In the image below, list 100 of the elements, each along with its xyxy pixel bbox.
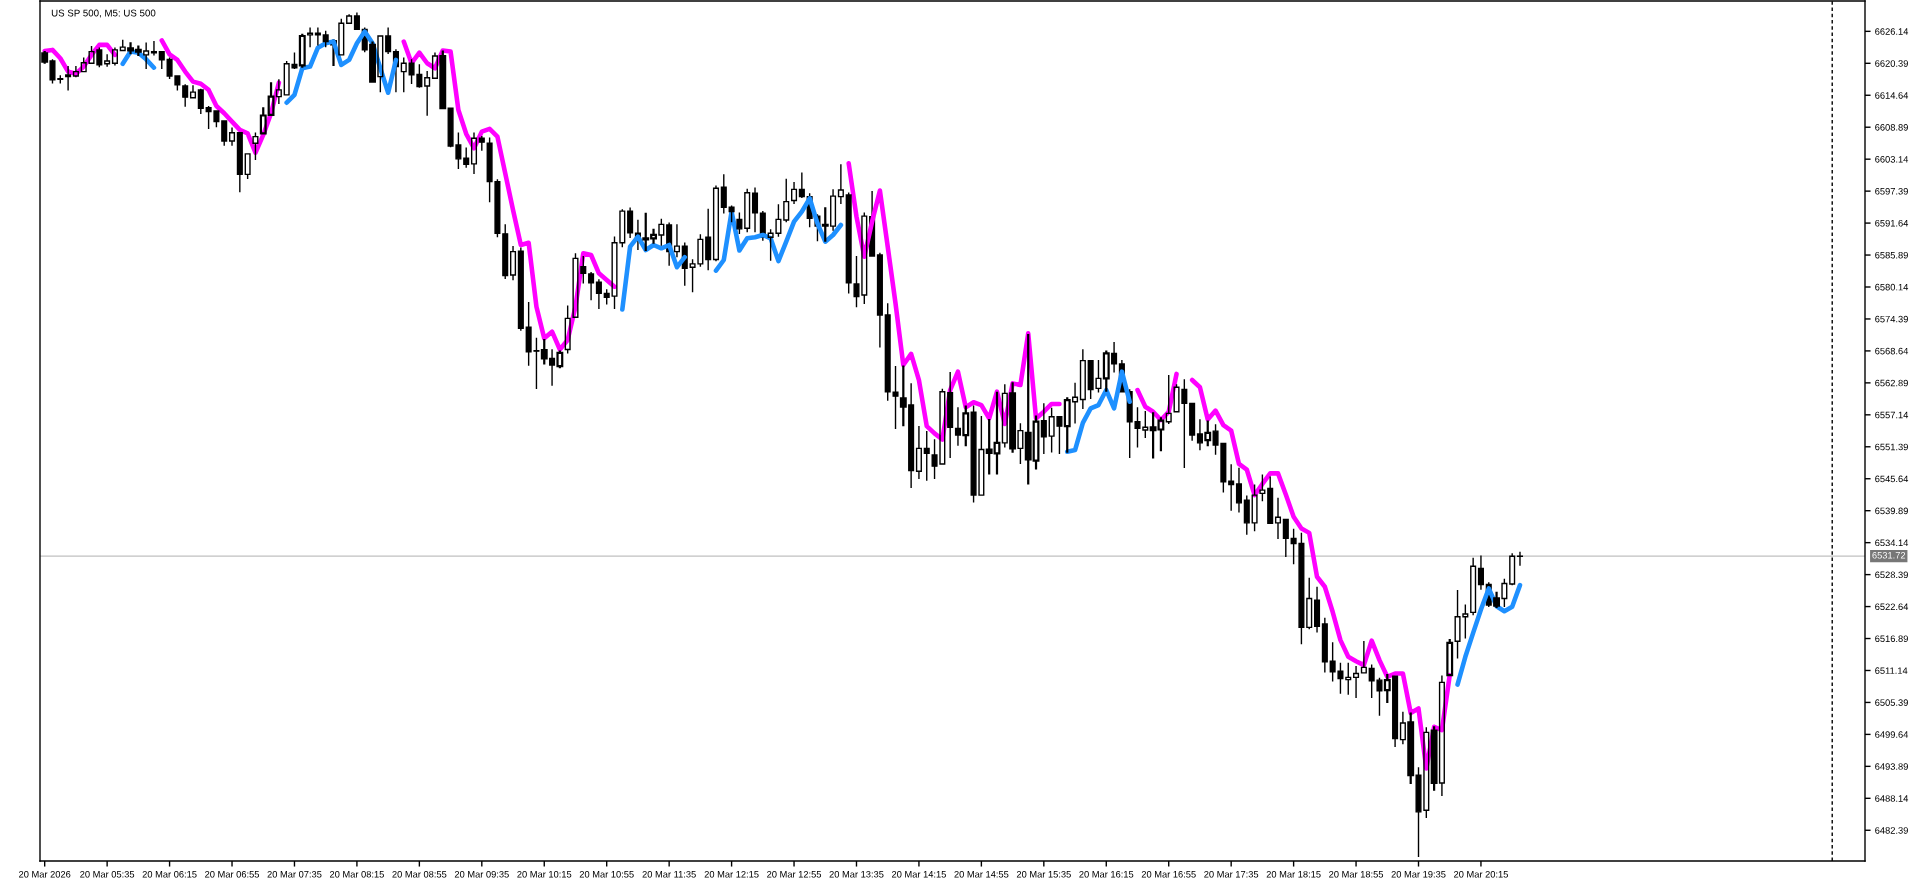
x-tick-label: 20 Mar 17:35 (1204, 870, 1259, 878)
x-tick-label: 20 Mar 09:35 (454, 870, 509, 878)
candlestick (72, 65, 79, 78)
candlestick (1360, 641, 1367, 674)
candlestick (150, 40, 158, 56)
candlestick (1345, 662, 1352, 695)
candlestick (744, 188, 751, 233)
candlestick (1189, 402, 1196, 441)
x-tick-label: 20 Mar 18:55 (1329, 870, 1384, 878)
y-tick-label: 6488.14 (1875, 795, 1909, 802)
candlestick (923, 431, 930, 481)
candlestick (385, 27, 392, 54)
y-tick-label: 6591.64 (1875, 219, 1909, 227)
text: US SP 500, M5: US 500 (51, 9, 156, 18)
candlestick (1313, 586, 1321, 633)
candlestick (502, 224, 509, 280)
x-tick-label: 20 Mar 16:15 (1079, 870, 1134, 878)
candlestick (1477, 555, 1484, 590)
candlestick (673, 224, 680, 258)
candlestick (252, 132, 259, 161)
candlestick (463, 147, 470, 168)
candlestick (736, 212, 743, 235)
x-tick-label: 20 Mar 18:15 (1266, 870, 1321, 878)
candlestick (947, 372, 954, 458)
y-tick-label: 6568.64 (1875, 347, 1909, 355)
candlestick (1228, 464, 1235, 511)
y-tick-label: 6597.39 (1875, 188, 1908, 195)
x-tick-label: 20 Mar 13:35 (829, 870, 884, 878)
y-tick-label: 6528.39 (1875, 571, 1908, 579)
candlestick (509, 245, 517, 281)
candlestick (1509, 553, 1516, 586)
candlestick (705, 208, 712, 271)
candlestick (751, 187, 759, 233)
x-tick-label: 20 Mar 05:35 (80, 870, 135, 878)
candlestick (884, 303, 891, 401)
candlestick (712, 185, 720, 262)
candlestick (470, 132, 478, 174)
x-tick-label: 20 Mar 14:55 (954, 870, 1009, 878)
y-tick-label: 6614.64 (1875, 92, 1909, 99)
candlestick (845, 192, 852, 294)
candlestick (595, 279, 602, 310)
y-tick-label: 6551.39 (1875, 443, 1908, 451)
y-tick-label: 6522.64 (1875, 603, 1909, 611)
candlestick (1040, 403, 1047, 455)
x-tick-label: 20 Mar 12:15 (704, 870, 759, 878)
y-tick-label: 6482.39 (1875, 827, 1908, 834)
candlestick (1251, 484, 1258, 532)
candlestick (1306, 577, 1313, 630)
candlestick (353, 12, 360, 31)
candlestick (517, 247, 524, 331)
x-tick-label: 20 Mar 15:35 (1016, 870, 1071, 878)
y-tick-label: 6603.14 (1875, 156, 1909, 163)
y-tick-label: 6516.89 (1875, 635, 1908, 642)
y-tick-label: 6499.64 (1875, 731, 1909, 738)
y-tick-label: 6511.14 (1875, 667, 1908, 674)
candlestick (1243, 495, 1250, 535)
candlestick (111, 47, 118, 66)
candlestick (244, 153, 251, 179)
x-tick-label: 20 Mar 12:55 (767, 870, 822, 878)
candlestick (104, 54, 111, 67)
candlestick (346, 14, 353, 24)
candlestick (876, 252, 883, 348)
candlestick (197, 88, 204, 114)
candlestick (1165, 374, 1172, 425)
y-tick-label: 6557.14 (1875, 411, 1909, 419)
candlestick (564, 305, 571, 354)
y-tick-label: 6620.39 (1875, 60, 1908, 67)
x-tick-label: 20 Mar 07:35 (267, 870, 322, 878)
candlestick (182, 84, 189, 107)
x-tick-label: 20 Mar 08:15 (329, 870, 384, 878)
y-tick-label: 6562.89 (1875, 379, 1908, 387)
candlestick (400, 57, 407, 93)
candlestick (720, 174, 727, 214)
y-tick-label: 6574.39 (1875, 315, 1908, 323)
candlestick (1282, 518, 1289, 557)
x-tick-label: 20 Mar 19:35 (1391, 870, 1446, 878)
x-tick-label: 20 Mar 08:55 (392, 870, 447, 878)
candlestick (1516, 551, 1524, 566)
x-tick-label: 20 Mar 06:55 (205, 870, 260, 878)
candlestick (1321, 617, 1328, 673)
y-tick-label: 6608.89 (1875, 124, 1908, 131)
candlestick (588, 272, 595, 301)
candlestick (158, 50, 165, 69)
y-tick-label: 6580.14 (1875, 283, 1909, 291)
x-tick-label: 20 Mar 10:15 (517, 870, 572, 878)
candlestick (424, 70, 431, 116)
candlestick (1353, 666, 1360, 699)
candlestick (1274, 497, 1282, 540)
candlestick (798, 172, 805, 198)
candlestick (791, 182, 798, 204)
candlestick (314, 27, 321, 46)
candlestick (1235, 467, 1243, 513)
candlestick (1446, 639, 1454, 677)
candlestick (478, 135, 485, 151)
candlestick (322, 30, 329, 48)
candlestick (228, 127, 236, 146)
candlestick (1267, 476, 1274, 525)
y-tick-label: 6493.89 (1875, 763, 1908, 770)
y-tick-label: 6505.39 (1875, 699, 1908, 706)
candlestick (236, 132, 243, 193)
